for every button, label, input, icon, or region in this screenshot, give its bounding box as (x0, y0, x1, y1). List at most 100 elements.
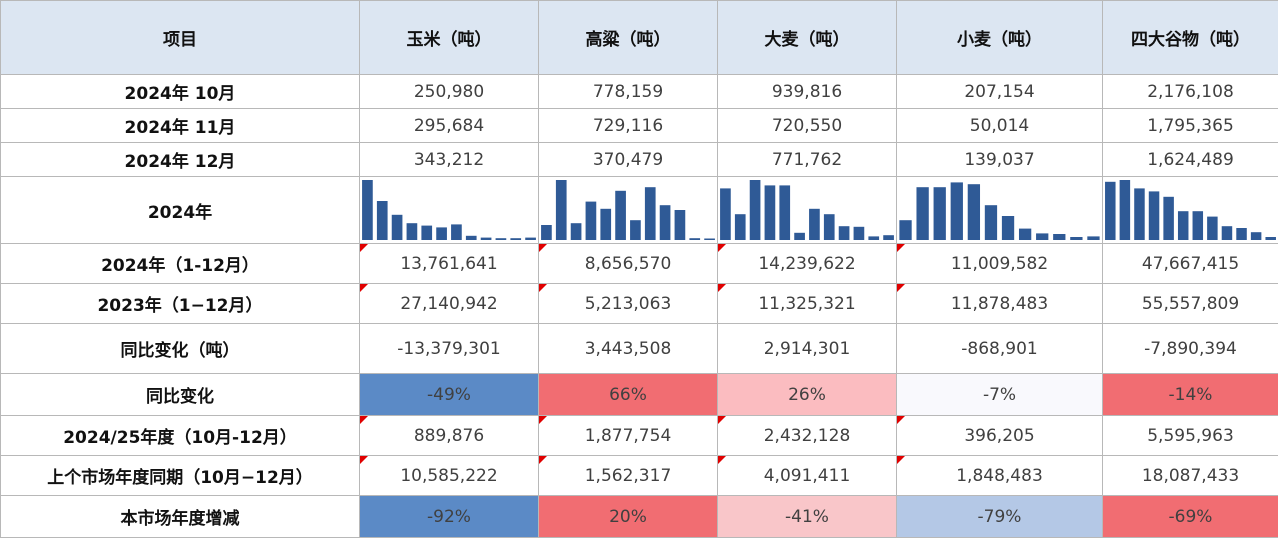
sparkline-bar (868, 236, 880, 240)
sparkline-bar (510, 238, 522, 240)
sparkline-bar (421, 225, 433, 240)
sparkline-chart (899, 182, 1100, 240)
table-cell: 1,624,489 (1102, 142, 1278, 177)
table-cell: 14,239,622 (717, 243, 897, 284)
sparkline-bar (899, 220, 912, 240)
header-four-grains: 四大谷物（吨） (1102, 0, 1278, 75)
table-cell: 1,795,365 (1102, 108, 1278, 143)
sparkline-bar (1177, 211, 1189, 240)
table-cell: 50,014 (896, 108, 1103, 143)
sparkline-bar (1163, 196, 1174, 240)
table-cell: 207,154 (896, 74, 1103, 109)
table-cell: -7,890,394 (1102, 323, 1278, 374)
sparkline-bar (883, 235, 894, 240)
sparkline-chart (362, 180, 536, 240)
sparkline-bar (600, 208, 612, 240)
sparkline-cell-wheat (896, 176, 1103, 244)
percent-cell: -49% (359, 373, 539, 416)
table-cell: 13,761,641 (359, 243, 539, 284)
sparkline-bar (465, 235, 477, 240)
sparkline-bar (764, 185, 776, 240)
sparkline-chart (541, 180, 715, 240)
table-row: 2023年（1−12月） 27,140,942 5,213,063 11,325… (0, 283, 1278, 324)
sparkline-bar (933, 187, 946, 240)
sparkline-bar (1105, 181, 1116, 240)
sparkline-bar (1036, 233, 1049, 240)
percent-cell: -92% (359, 495, 539, 538)
table-cell: 1,877,754 (538, 415, 718, 456)
table-cell: 2,914,301 (717, 323, 897, 374)
table-cell: 720,550 (717, 108, 897, 143)
row-label: 2024年 (0, 176, 360, 244)
sparkline-bar (1250, 232, 1262, 240)
sparkline-bar (570, 223, 582, 240)
sparkline-bar (555, 180, 567, 240)
row-label: 2023年（1−12月） (0, 283, 360, 324)
sparkline-bar (853, 226, 865, 240)
sparkline-bar (1192, 211, 1204, 240)
row-label: 2024年 10月 (0, 74, 360, 109)
sparkline-bar (630, 220, 641, 240)
table-cell: 396,205 (896, 415, 1103, 456)
table-cell: 250,980 (359, 74, 539, 109)
sparkline-cell-corn (359, 176, 539, 244)
sparkline-bar (967, 184, 981, 240)
percent-cell: -41% (717, 495, 897, 538)
table-cell: 889,876 (359, 415, 539, 456)
sparkline-bar (495, 238, 507, 240)
sparkline-bar (823, 214, 835, 240)
percent-cell: -79% (896, 495, 1103, 538)
sparkline-bar (1236, 228, 1247, 240)
sparkline-bar (794, 232, 805, 240)
sparkline-bar (689, 238, 701, 240)
sparkline-bar (1018, 228, 1032, 240)
table-row: 2024年（1-12月） 13,761,641 8,656,570 14,239… (0, 243, 1278, 284)
table-cell: 11,878,483 (896, 283, 1103, 324)
percent-cell: -69% (1102, 495, 1278, 538)
table-cell: 370,479 (538, 142, 718, 177)
row-label: 同比变化（吨） (0, 323, 360, 374)
header-row: 项目 玉米（吨） 高粱（吨） 大麦（吨） 小麦（吨） 四大谷物（吨） (0, 0, 1278, 75)
sparkline-bar (950, 182, 963, 240)
sparkline-bar (659, 205, 671, 240)
percent-cell: 26% (717, 373, 897, 416)
sparkline-bar (615, 190, 626, 240)
table-cell: 5,595,963 (1102, 415, 1278, 456)
table-cell: 18,087,433 (1102, 455, 1278, 496)
table-cell: -13,379,301 (359, 323, 539, 374)
percent-cell: -7% (896, 373, 1103, 416)
sparkline-bar (541, 225, 552, 240)
sparkline-bar (1119, 180, 1131, 240)
table-cell: 771,762 (717, 142, 897, 177)
sparkline-bar (916, 187, 929, 240)
table-cell: 778,159 (538, 74, 718, 109)
table-cell: 11,325,321 (717, 283, 897, 324)
sparkline-cell-barley (717, 176, 897, 244)
percent-cell: 20% (538, 495, 718, 538)
sparkline-row: 2024年 (0, 176, 1278, 244)
sparkline-bar (644, 187, 656, 240)
table-cell: 1,848,483 (896, 455, 1103, 496)
table-row: 2024年 10月 250,980 778,159 939,816 207,15… (0, 74, 1278, 109)
sparkline-bar (809, 208, 820, 240)
table-cell: 55,557,809 (1102, 283, 1278, 324)
sparkline-bar (779, 185, 791, 240)
row-label: 2024年 11月 (0, 108, 360, 143)
sparkline-bar (984, 205, 998, 240)
table-cell: -868,901 (896, 323, 1103, 374)
sparkline-bar (525, 237, 536, 240)
row-label: 上个市场年度同期（10月−12月） (0, 455, 360, 496)
table-cell: 10,585,222 (359, 455, 539, 496)
sparkline-bar (1001, 216, 1015, 240)
row-label: 本市场年度增减 (0, 495, 360, 538)
table-row: 上个市场年度同期（10月−12月） 10,585,222 1,562,317 4… (0, 455, 1278, 496)
sparkline-bar (1087, 236, 1100, 240)
table-row: 2024年 12月 343,212 370,479 771,762 139,03… (0, 142, 1278, 177)
season-percent-row: 本市场年度增减 -92% 20% -41% -79% -69% (0, 495, 1278, 538)
table-cell: 27,140,942 (359, 283, 539, 324)
table-cell: 295,684 (359, 108, 539, 143)
sparkline-bar (704, 238, 715, 240)
table-cell: 139,037 (896, 142, 1103, 177)
sparkline-bar (391, 214, 403, 240)
